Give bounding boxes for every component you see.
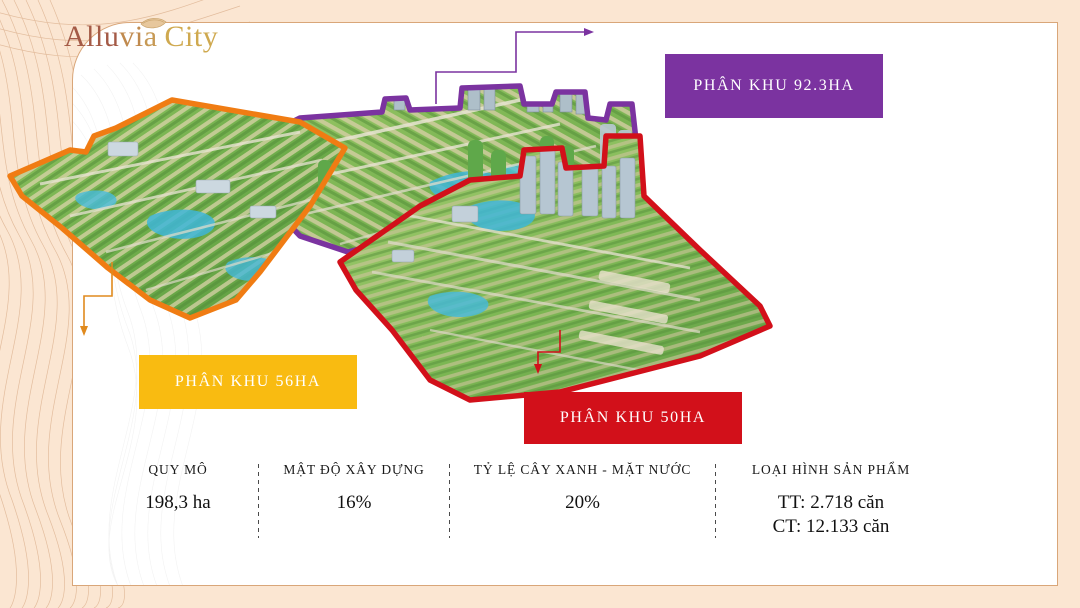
- brand-logo[interactable]: Alluvia City: [64, 18, 218, 52]
- logo-part-2: vi: [119, 20, 144, 53]
- stats-bar: QUY MÔ 198,3 ha MẬT ĐỘ XÂY DỰNG 16% TỶ L…: [98, 462, 988, 550]
- callout-zone-50-label: PHÂN KHU 50HA: [559, 409, 707, 426]
- stat-loai-hinh-value-ct: CT: 12.133 căn: [772, 515, 890, 537]
- connector-line-orange: [80, 262, 113, 336]
- callout-zone-92-label: PHÂN KHU 92.3HA: [693, 77, 855, 94]
- stats-divider-3: [715, 464, 716, 538]
- callout-zone-56-label: PHÂN KHU 56HA: [174, 373, 322, 390]
- stat-cay-xanh-value: 20%: [565, 492, 600, 513]
- stat-loai-hinh-label: LOẠI HÌNH SẢN PHẨM: [751, 462, 911, 477]
- stat-mat-do-label: MẬT ĐỘ XÂY DỰNG: [283, 462, 425, 477]
- logo-part-3: a: [143, 20, 158, 53]
- stat-cay-xanh-label: TỶ LỆ CÂY XANH - MẶT NƯỚC: [473, 462, 692, 477]
- zone-area-56: [7, 97, 348, 321]
- zone-area-50: [337, 133, 773, 403]
- stats-divider-2: [449, 464, 450, 538]
- logo-part-1: Allu: [64, 20, 120, 53]
- callout-zone-50[interactable]: PHÂN KHU 50HA: [524, 392, 742, 444]
- stat-loai-hinh: LOẠI HÌNH SẢN PHẨM TT: 2.718 căn CT: 12.…: [716, 462, 946, 539]
- logo-part-4: City: [164, 20, 219, 53]
- stat-loai-hinh-value-tt: TT: 2.718 căn: [777, 492, 885, 513]
- stats-divider-1: [258, 464, 259, 538]
- connector-line-purple: [435, 28, 594, 104]
- stat-quy-mo-value: 198,3 ha: [145, 492, 211, 513]
- callout-zone-56[interactable]: PHÂN KHU 56HA: [139, 355, 357, 409]
- masterplan-aerial-render[interactable]: [0, 0, 986, 470]
- stat-mat-do-value: 16%: [336, 492, 372, 513]
- brand-logo-text: Alluvia City: [64, 22, 218, 52]
- leaf-icon: [140, 18, 167, 29]
- callout-zone-92[interactable]: PHÂN KHU 92.3HA: [665, 54, 883, 118]
- connector-line-red: [534, 330, 561, 374]
- stat-quy-mo-label: QUY MÔ: [148, 462, 208, 477]
- stat-quy-mo: QUY MÔ 198,3 ha: [98, 462, 258, 515]
- stat-cay-xanh: TỶ LỆ CÂY XANH - MẶT NƯỚC 20%: [450, 462, 715, 515]
- stat-mat-do: MẬT ĐỘ XÂY DỰNG 16%: [259, 462, 449, 515]
